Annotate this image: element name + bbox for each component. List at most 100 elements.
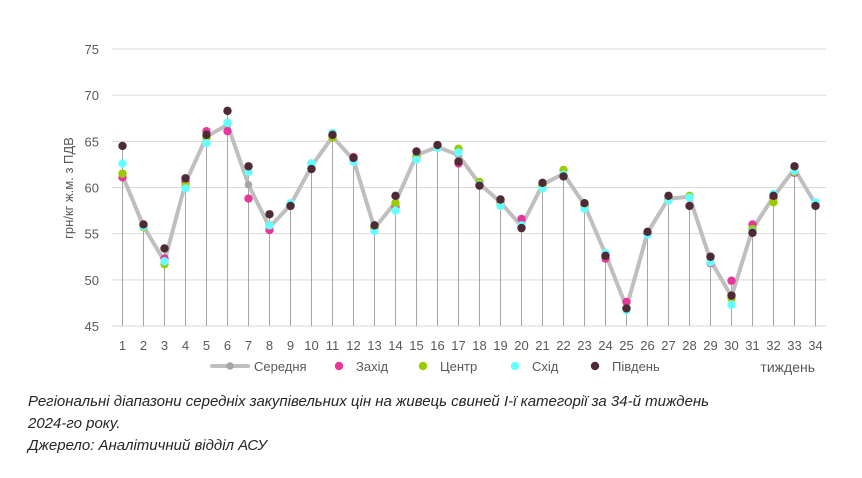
point-south <box>160 244 169 253</box>
point-east <box>223 118 232 128</box>
x-tick-label: 21 <box>535 338 549 353</box>
x-tick-labels: 1 2 3 4 5 6 7 8 9 10 11 12 13 14 15 16 17 18 19 20 21 22 23 24 2… <box>119 338 823 353</box>
point-south <box>454 157 463 166</box>
x-tick-label: 18 <box>472 338 486 353</box>
y-tick-labels: 45 50 55 60 65 70 75 <box>85 42 99 334</box>
x-tick-label: 3 <box>161 338 168 353</box>
point-average <box>244 180 253 189</box>
x-tick-label: 5 <box>203 338 210 353</box>
legend-label-south: Південь <box>612 359 660 374</box>
legend-marker-south <box>590 361 600 371</box>
legend-label-average: Середня <box>254 359 307 374</box>
x-tick-label: 8 <box>266 338 273 353</box>
x-tick-label: 23 <box>577 338 591 353</box>
point-west <box>727 276 736 285</box>
x-tick-label: 12 <box>346 338 360 353</box>
caption-line-1: Регіональні діапазони середніх закупівел… <box>28 393 710 410</box>
point-south <box>244 162 253 171</box>
legend-label-center: Центр <box>440 359 477 374</box>
x-tick-label: 6 <box>224 338 231 353</box>
series-line-average <box>120 122 818 310</box>
x-tick-label: 31 <box>745 338 759 353</box>
point-west <box>622 297 631 307</box>
y-tick-label: 60 <box>85 181 99 196</box>
point-south <box>202 130 211 140</box>
x-tick-label: 27 <box>661 338 675 353</box>
point-south <box>412 147 421 156</box>
point-south <box>748 228 757 237</box>
x-tick-label: 34 <box>808 338 822 353</box>
x-tick-label: 11 <box>326 338 340 353</box>
x-tick-label: 30 <box>724 338 738 353</box>
x-tick-label: 15 <box>409 338 423 353</box>
point-south <box>727 291 736 300</box>
x-tick-label: 25 <box>619 338 633 353</box>
point-south <box>307 164 316 174</box>
point-east <box>160 257 169 266</box>
legend-marker-average <box>226 362 234 370</box>
point-south <box>769 191 778 201</box>
caption-source: Джерело: Аналітичний відділ АСУ <box>28 437 267 454</box>
average-series-line <box>120 122 818 310</box>
point-east <box>412 155 421 164</box>
point-east <box>727 300 736 309</box>
point-south <box>580 198 589 208</box>
legend-marker-center <box>418 361 428 371</box>
point-south <box>601 251 610 261</box>
y-tick-label: 65 <box>85 134 99 149</box>
point-west <box>517 214 526 224</box>
x-tick-label: 32 <box>766 338 780 353</box>
gridlines <box>112 48 826 327</box>
x-tick-label: 2 <box>140 338 147 353</box>
x-tick-label: 20 <box>514 338 528 353</box>
point-east <box>496 201 505 211</box>
y-tick-label: 55 <box>85 227 99 242</box>
point-center <box>391 198 400 208</box>
point-east <box>118 159 127 168</box>
x-tick-label: 7 <box>245 338 252 353</box>
x-tick-label: 19 <box>493 338 507 353</box>
x-tick-label: 1 <box>119 338 126 353</box>
point-east <box>181 184 190 193</box>
point-south <box>643 227 652 237</box>
point-south <box>328 130 337 140</box>
x-tick-label: 29 <box>703 338 717 353</box>
x-tick-label: 14 <box>388 338 402 353</box>
legend-marker-east <box>510 361 520 371</box>
point-south <box>811 201 820 211</box>
x-tick-label: 26 <box>640 338 654 353</box>
series-markers <box>118 106 820 315</box>
x-tick-label: 17 <box>451 338 465 353</box>
legend-label-west: Захід <box>356 359 388 374</box>
point-south <box>139 220 148 229</box>
drop-lines <box>122 110 816 326</box>
x-tick-label: 13 <box>367 338 381 353</box>
point-south <box>559 172 568 181</box>
point-south <box>286 201 295 211</box>
point-west <box>223 126 232 136</box>
x-tick-label: 28 <box>682 338 696 353</box>
point-east <box>391 206 400 215</box>
point-south <box>517 223 526 233</box>
legend-label-east: Схід <box>532 359 559 374</box>
point-south <box>790 162 799 171</box>
point-center <box>118 169 127 178</box>
point-south <box>118 141 127 151</box>
y-tick-label: 70 <box>85 88 99 103</box>
point-east <box>685 193 694 202</box>
x-tick-label: 4 <box>182 338 189 353</box>
y-axis-label: грн/кг ж.м. з ПДВ <box>61 137 76 239</box>
x-tick-label: 22 <box>556 338 570 353</box>
point-south <box>664 191 673 201</box>
legend: Середня Захід Центр Схід Південь <box>210 359 660 374</box>
point-south <box>538 178 547 188</box>
caption-line-2: 2024-го року. <box>28 415 121 432</box>
x-tick-label: 33 <box>787 338 801 353</box>
point-east <box>454 148 463 157</box>
x-tick-label: 9 <box>287 338 294 353</box>
point-east <box>202 138 211 148</box>
x-axis-label: тиждень <box>760 359 815 375</box>
point-south <box>685 201 694 211</box>
point-south <box>433 140 442 150</box>
x-tick-label: 16 <box>430 338 444 353</box>
